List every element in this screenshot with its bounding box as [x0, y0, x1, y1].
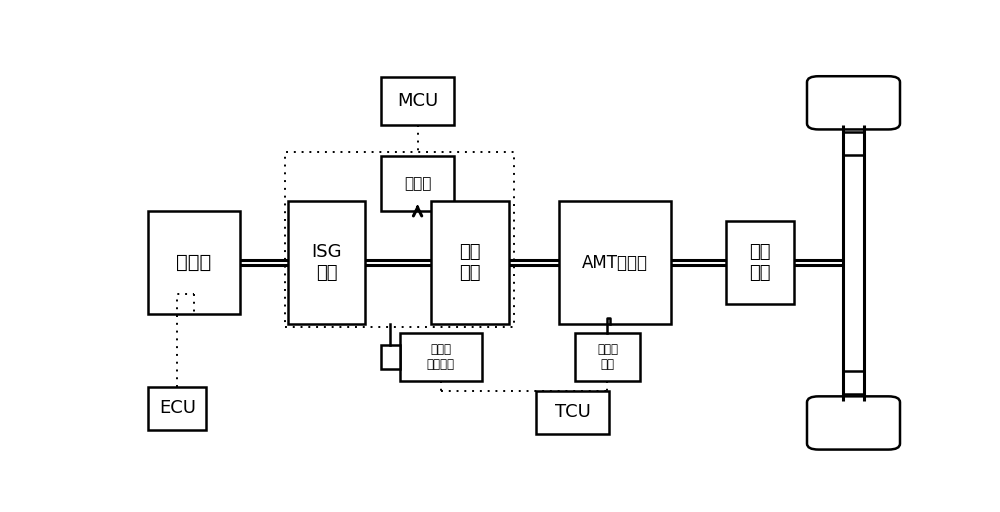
Bar — [148, 387, 206, 430]
Text: AMT变速筱: AMT变速筱 — [582, 253, 648, 271]
Bar — [843, 371, 864, 394]
Bar — [400, 333, 482, 381]
Text: 离合器
执行机构: 离合器 执行机构 — [427, 343, 455, 371]
Text: 选换挡
机构: 选换挡 机构 — [597, 343, 618, 371]
Bar — [148, 211, 240, 314]
FancyBboxPatch shape — [807, 76, 900, 130]
Bar — [536, 391, 609, 434]
Bar — [288, 201, 365, 324]
Text: 驱动
电机: 驱动 电机 — [459, 243, 481, 282]
Bar — [381, 77, 454, 124]
Bar — [843, 132, 864, 155]
Bar — [381, 345, 400, 369]
Text: TCU: TCU — [555, 403, 590, 421]
Bar — [285, 152, 514, 327]
Text: MCU: MCU — [397, 92, 438, 110]
Bar — [559, 201, 671, 324]
FancyBboxPatch shape — [807, 396, 900, 450]
Text: 离合器: 离合器 — [404, 176, 431, 191]
Text: ECU: ECU — [159, 399, 196, 417]
Text: 发动机: 发动机 — [176, 253, 212, 272]
Bar — [381, 156, 454, 211]
Text: 主减
速器: 主减 速器 — [749, 243, 770, 282]
Bar — [726, 221, 794, 304]
Bar — [431, 201, 509, 324]
Text: ISG
电机: ISG 电机 — [311, 243, 342, 282]
Bar — [574, 333, 640, 381]
